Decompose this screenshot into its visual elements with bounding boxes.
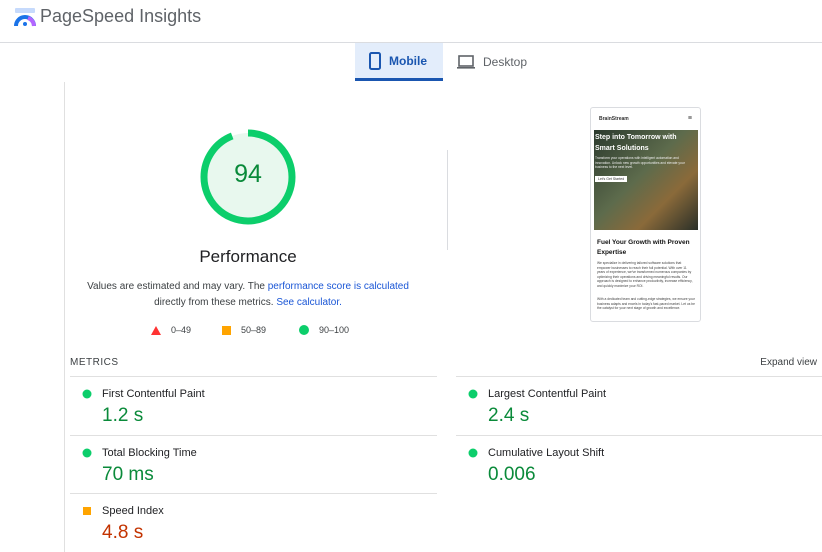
circle-icon [299,325,309,335]
metric-name: First Contentful Paint [102,388,205,400]
metrics-heading: METRICS [70,357,119,368]
circle-icon [468,389,478,399]
tab-mobile[interactable]: Mobile [355,43,443,81]
triangle-icon [151,325,161,335]
performance-score: 94 [234,160,262,188]
score-arc [200,129,296,225]
score-description: Values are estimated and may vary. The p… [80,279,416,311]
tab-desktop[interactable]: Desktop [443,43,541,81]
screenshot-section-title: Fuel Your Growth with Proven Expertise [597,239,690,256]
score-gauge [200,129,296,225]
metric-cumulative-layout-shift: Cumulative Layout Shift 0.006 [456,436,816,494]
legend-average-label: 50–89 [241,325,267,335]
screenshot-hero-text: Transform your operations with intellige… [595,156,685,169]
header [0,0,822,43]
metric-name: Largest Contentful Paint [488,388,607,400]
divider [456,376,822,377]
screenshot-paragraph: With a dedicated team and cutting-edge s… [597,297,695,311]
circle-icon [82,389,92,399]
divider [70,493,437,494]
divider [70,376,437,377]
phone-icon [369,51,381,70]
metric-value: 0.006 [488,464,536,485]
square-icon [83,507,91,515]
metric-value: 2.4 s [488,405,530,426]
square-icon [222,325,231,335]
screenshot-hero-button: Let's Get Started [595,176,628,182]
hamburger-icon: ≡ [687,115,692,122]
app-title[interactable]: PageSpeed Insights [40,6,202,26]
metric-value: 70 ms [102,464,154,485]
metric-name: Total Blocking Time [102,447,197,459]
circle-icon [82,448,92,458]
laptop-icon [457,55,475,69]
pagespeed-gauge-icon[interactable] [14,7,36,27]
screenshot-brand: BrainStream [599,116,629,122]
legend-fail: 0–49 [151,325,191,335]
metric-total-blocking-time: Total Blocking Time 70 ms [70,436,430,494]
circle-icon [468,448,478,458]
metric-first-contentful-paint: First Contentful Paint 1.2 s [70,377,430,435]
calculator-link[interactable]: See calculator. [276,297,342,308]
legend-pass-label: 90–100 [319,325,350,335]
screenshot-hero-title: Step into Tomorrow with Smart Solutions [595,134,677,152]
divider [447,150,448,250]
desc-text-1: Values are estimated and may vary. The [87,281,268,292]
desc-text-2: directly from these metrics. [154,297,277,308]
legend-average: 50–89 [222,325,266,335]
metric-value: 4.8 s [102,522,144,543]
expand-view-toggle[interactable]: Expand view [760,357,817,368]
divider [70,435,437,436]
content-border [64,82,65,552]
performance-score-link[interactable]: performance score is calculated [267,281,409,292]
legend-fail-label: 0–49 [171,325,192,335]
tab-mobile-label: Mobile [389,53,427,68]
legend-pass: 90–100 [299,325,349,335]
metric-name: Speed Index [102,505,164,517]
divider [456,435,822,436]
metric-largest-contentful-paint: Largest Contentful Paint 2.4 s [456,377,816,435]
screenshot-paragraph: We specialize in delivering tailored sof… [597,261,693,288]
tab-desktop-label: Desktop [483,55,528,69]
page-screenshot[interactable]: BrainStream ≡ Step into Tomorrow with Sm… [590,107,701,322]
metric-value: 1.2 s [102,405,144,426]
metric-name: Cumulative Layout Shift [488,447,605,459]
score-category-label: Performance [199,247,297,266]
metric-speed-index: Speed Index 4.8 s [70,494,430,552]
